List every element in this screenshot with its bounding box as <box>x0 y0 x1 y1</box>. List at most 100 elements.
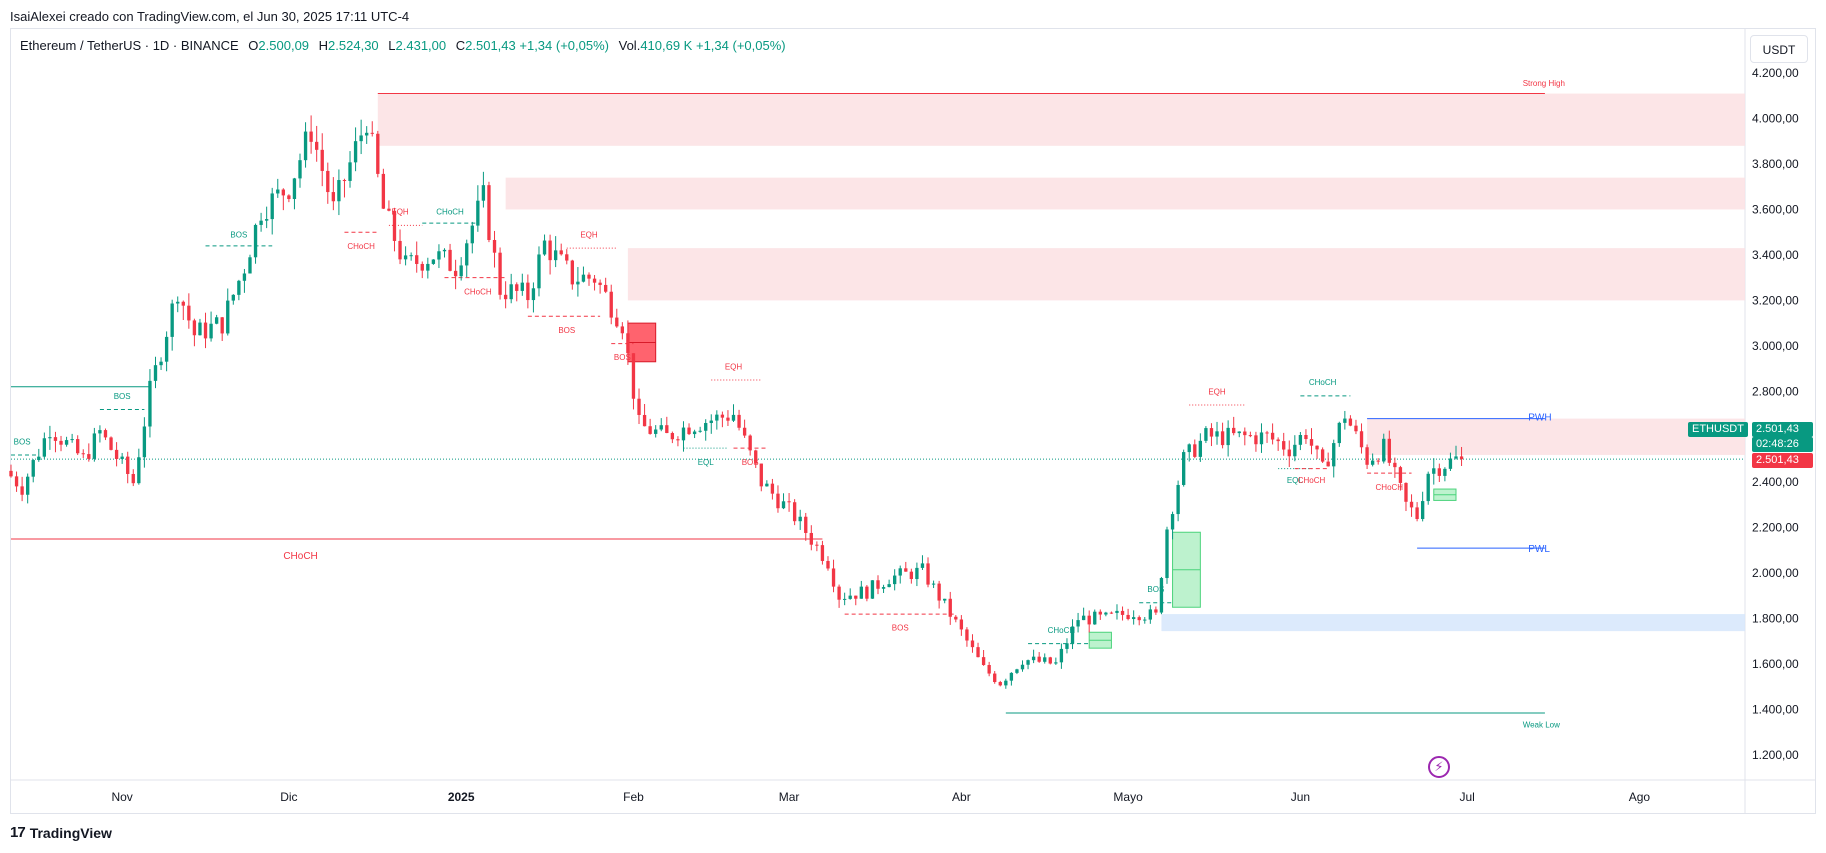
bullish-candle[interactable] <box>920 563 925 568</box>
bearish-candle[interactable] <box>1348 418 1353 426</box>
bullish-candle[interactable] <box>1226 427 1230 446</box>
bearish-candle[interactable] <box>1265 432 1269 434</box>
bullish-candle[interactable] <box>1081 615 1086 621</box>
bearish-candle[interactable] <box>370 132 374 134</box>
bullish-candle[interactable] <box>1215 431 1219 437</box>
bullish-candle[interactable] <box>276 189 280 194</box>
bullish-candle[interactable] <box>1043 657 1047 662</box>
bearish-candle[interactable] <box>993 673 997 683</box>
bearish-candle[interactable] <box>926 563 930 585</box>
bullish-candle[interactable] <box>264 219 269 221</box>
lightning-icon[interactable]: ⚡ <box>1428 756 1450 778</box>
bullish-candle[interactable] <box>359 135 363 142</box>
bearish-candle[interactable] <box>626 333 630 354</box>
bearish-candle[interactable] <box>181 301 185 306</box>
bearish-candle[interactable] <box>965 629 969 641</box>
bearish-candle[interactable] <box>737 414 741 428</box>
bearish-candle[interactable] <box>548 240 552 261</box>
bullish-candle[interactable] <box>1420 501 1425 520</box>
bullish-candle[interactable] <box>1070 626 1075 644</box>
bearish-candle[interactable] <box>1220 431 1225 446</box>
bearish-candle[interactable] <box>192 320 197 336</box>
bearish-candle[interactable] <box>1326 461 1330 467</box>
bearish-candle[interactable] <box>854 595 858 599</box>
bearish-candle[interactable] <box>9 470 13 477</box>
bullish-candle[interactable] <box>681 427 686 441</box>
bearish-candle[interactable] <box>81 453 85 455</box>
bullish-candle[interactable] <box>881 587 886 589</box>
bearish-candle[interactable] <box>1243 431 1247 436</box>
bullish-candle[interactable] <box>170 303 174 337</box>
bullish-candle[interactable] <box>659 425 663 430</box>
bearish-candle[interactable] <box>453 270 458 277</box>
bullish-candle[interactable] <box>176 301 180 304</box>
bullish-candle[interactable] <box>1020 664 1025 670</box>
bearish-candle[interactable] <box>1393 462 1397 468</box>
bearish-candle[interactable] <box>420 263 424 271</box>
bearish-candle[interactable] <box>53 437 58 441</box>
bullish-candle[interactable] <box>1059 648 1064 663</box>
bearish-candle[interactable] <box>976 647 980 658</box>
bullish-candle[interactable] <box>887 584 891 588</box>
bullish-candle[interactable] <box>931 583 936 585</box>
bullish-candle[interactable] <box>1432 468 1436 474</box>
bearish-candle[interactable] <box>1415 507 1419 520</box>
bearish-candle[interactable] <box>570 260 574 285</box>
bullish-candle[interactable] <box>481 185 486 201</box>
bearish-candle[interactable] <box>1354 425 1358 432</box>
bullish-candle[interactable] <box>120 456 124 459</box>
bearish-candle[interactable] <box>970 640 975 648</box>
bullish-candle[interactable] <box>48 437 52 439</box>
bearish-candle[interactable] <box>559 250 563 255</box>
bearish-candle[interactable] <box>1276 439 1280 442</box>
bearish-candle[interactable] <box>831 568 836 587</box>
bullish-candle[interactable] <box>1159 578 1164 613</box>
bearish-candle[interactable] <box>948 598 952 617</box>
bearish-candle[interactable] <box>592 278 597 283</box>
bearish-candle[interactable] <box>1437 468 1441 476</box>
bearish-candle[interactable] <box>1398 467 1403 483</box>
bullish-candle[interactable] <box>442 249 447 252</box>
bullish-candle[interactable] <box>31 460 35 477</box>
bullish-candle[interactable] <box>709 420 713 424</box>
bullish-candle[interactable] <box>1131 617 1136 620</box>
bullish-candle[interactable] <box>1031 656 1036 661</box>
bearish-candle[interactable] <box>620 326 625 334</box>
bullish-candle[interactable] <box>226 300 230 334</box>
bullish-candle[interactable] <box>403 255 408 260</box>
bullish-candle[interactable] <box>159 361 163 366</box>
bearish-candle[interactable] <box>1304 435 1308 440</box>
bearish-candle[interactable] <box>909 571 914 580</box>
bearish-candle[interactable] <box>598 282 602 285</box>
bearish-candle[interactable] <box>609 291 613 318</box>
bullish-candle[interactable] <box>231 294 235 301</box>
bullish-candle[interactable] <box>259 220 263 225</box>
bearish-candle[interactable] <box>837 586 841 600</box>
bullish-candle[interactable] <box>1382 438 1386 462</box>
bullish-candle[interactable] <box>798 516 802 522</box>
bullish-candle[interactable] <box>781 501 786 509</box>
bearish-candle[interactable] <box>998 682 1002 686</box>
bearish-candle[interactable] <box>787 501 791 503</box>
bullish-candle[interactable] <box>26 476 30 495</box>
bullish-candle[interactable] <box>1426 473 1430 502</box>
bearish-candle[interactable] <box>287 195 291 200</box>
bearish-candle[interactable] <box>203 322 208 339</box>
bearish-candle[interactable] <box>804 516 808 533</box>
bullish-candle[interactable] <box>437 251 441 260</box>
bearish-candle[interactable] <box>1287 449 1291 457</box>
bearish-candle[interactable] <box>498 252 502 295</box>
bullish-candle[interactable] <box>42 438 47 457</box>
bullish-candle[interactable] <box>1165 529 1169 579</box>
bullish-candle[interactable] <box>337 180 341 202</box>
bearish-candle[interactable] <box>770 483 775 494</box>
bearish-candle[interactable] <box>326 170 330 193</box>
bearish-candle[interactable] <box>648 426 652 434</box>
bullish-candle[interactable] <box>1182 452 1186 485</box>
bearish-candle[interactable] <box>387 208 391 211</box>
bullish-candle[interactable] <box>870 580 875 599</box>
bearish-candle[interactable] <box>1137 617 1141 621</box>
bearish-candle[interactable] <box>1404 482 1408 502</box>
bullish-candle[interactable] <box>470 225 474 244</box>
